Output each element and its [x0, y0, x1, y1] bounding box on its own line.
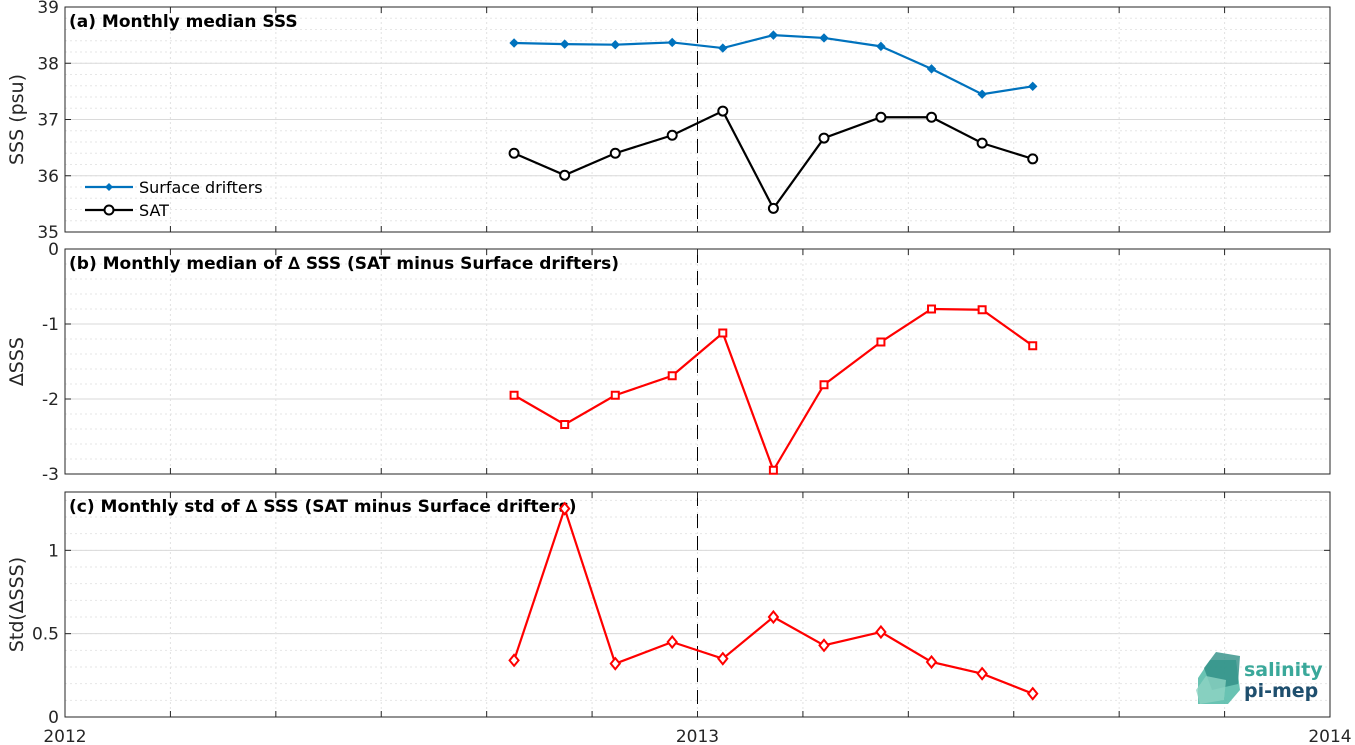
panel-title: (a) Monthly median SSS [69, 12, 298, 32]
data-point [559, 39, 570, 49]
data-point [767, 609, 780, 625]
panel-b-monthly-median-delta-sss: -3 -2 -1 0 ∆SSS (b) Monthly median of ∆ SSS (… [6, 240, 1331, 485]
y-tick-label: 0 [48, 708, 59, 728]
data-point [977, 305, 987, 315]
panel-a-monthly-median-sss: 35 36 37 38 39 SSS (psu) (a) Monthly median SS… [6, 0, 1331, 243]
data-point [1026, 686, 1039, 701]
data-point [508, 147, 520, 159]
panel-c-monthly-std-delta-sss: 0 0.5 1 Std(∆SSS) (c) Monthly std of ∆ SSS (… [6, 491, 1331, 728]
y-tick-label: -1 [42, 315, 59, 335]
y-tick-label: 35 [37, 223, 59, 243]
data-point [819, 380, 829, 390]
y-tick-label: 39 [37, 0, 59, 18]
legend-marker [103, 204, 115, 216]
logo-mark-icon [1196, 652, 1240, 704]
x-tick-label: 2013 [676, 727, 719, 745]
salinity-pi-mep-logo: salinity pi-mep [1196, 652, 1323, 704]
data-point [819, 33, 829, 43]
data-point [717, 651, 729, 666]
data-point [818, 638, 830, 653]
x-tick-label: 2012 [43, 727, 86, 745]
data-point [610, 390, 620, 400]
series-delta-1 [509, 304, 1038, 475]
data-point [767, 202, 779, 214]
data-point [718, 43, 728, 53]
logo-line2: pi-mep [1244, 680, 1318, 702]
data-point [509, 38, 519, 48]
shared-x-axis: 2012 2013 2014 [43, 727, 1351, 745]
panel-title: (c) Monthly std of ∆ SSS (SAT minus Surf… [69, 497, 576, 517]
data-point [667, 371, 677, 381]
y-tick-label: 0.5 [32, 625, 59, 645]
y-axis-label: Std(∆SSS) [6, 557, 28, 652]
data-point [1028, 341, 1038, 351]
data-point [1027, 153, 1039, 165]
series-surface-drifters [509, 30, 1038, 99]
y-tick-label: -2 [42, 390, 59, 410]
data-point [926, 64, 937, 74]
data-point [559, 169, 571, 181]
data-point [768, 465, 778, 475]
data-point [1028, 81, 1038, 92]
data-point [976, 137, 988, 149]
data-point [925, 654, 938, 670]
legend: Surface drifters SAT [85, 178, 263, 220]
data-point [667, 37, 677, 48]
logo-line1: salinity [1244, 659, 1323, 681]
y-tick-label: 37 [37, 111, 59, 131]
data-point [717, 105, 729, 117]
data-point [666, 634, 678, 650]
legend-marker [105, 183, 113, 191]
data-point [977, 89, 987, 99]
y-tick-label: 38 [37, 54, 59, 74]
series-line [513, 505, 1034, 695]
y-axis-label: ∆SSS [6, 337, 28, 387]
data-point [818, 132, 830, 144]
data-point [976, 666, 988, 681]
x-tick-label: 2014 [1308, 727, 1351, 745]
data-point [560, 420, 570, 429]
data-point [926, 111, 938, 123]
y-tick-label: -3 [42, 465, 59, 485]
series-delta-2 [508, 501, 1039, 701]
data-point [508, 653, 520, 668]
y-tick-label: 0 [48, 240, 59, 260]
panel-title: (b) Monthly median of ∆ SSS (SAT minus S… [69, 254, 619, 274]
data-point [558, 501, 571, 516]
data-point [876, 41, 886, 52]
data-point [718, 328, 728, 338]
data-point [876, 337, 886, 347]
y-tick-label: 36 [37, 167, 59, 187]
data-point [875, 624, 887, 640]
data-point [768, 30, 779, 40]
data-point [875, 111, 887, 123]
data-point [927, 304, 937, 314]
data-point [666, 129, 678, 141]
legend-label: SAT [139, 201, 169, 220]
data-point [609, 147, 621, 159]
data-point [509, 390, 519, 400]
data-point [610, 39, 620, 50]
y-tick-label: 1 [48, 541, 59, 561]
data-point [609, 656, 622, 671]
series-sat [508, 105, 1039, 214]
legend-label: Surface drifters [139, 178, 263, 197]
y-axis-label: SSS (psu) [6, 74, 28, 165]
